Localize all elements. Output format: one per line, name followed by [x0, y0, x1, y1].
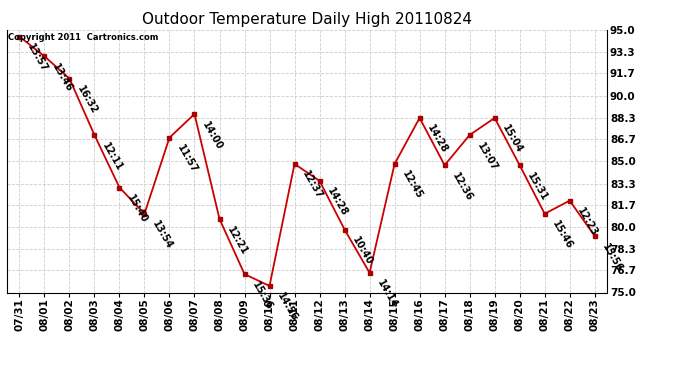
- Text: 14:28: 14:28: [325, 186, 349, 219]
- Text: 14:00: 14:00: [200, 120, 224, 152]
- Text: 12:37: 12:37: [300, 170, 324, 201]
- Text: Copyright 2011  Cartronics.com: Copyright 2011 Cartronics.com: [8, 33, 158, 42]
- Text: 15:04: 15:04: [500, 123, 524, 155]
- Text: 13:46: 13:46: [50, 62, 74, 94]
- Text: 15:31: 15:31: [525, 171, 549, 202]
- Text: 12:11: 12:11: [100, 141, 124, 172]
- Text: 13:07: 13:07: [475, 141, 500, 172]
- Text: 15:56: 15:56: [600, 242, 624, 273]
- Text: 15:36: 15:36: [250, 280, 274, 312]
- Text: 16:32: 16:32: [75, 84, 99, 116]
- Text: 12:21: 12:21: [225, 225, 249, 256]
- Text: 14:14: 14:14: [375, 278, 400, 310]
- Text: 15:46: 15:46: [550, 219, 574, 251]
- Text: 13:57: 13:57: [25, 42, 49, 74]
- Text: 15:40: 15:40: [125, 193, 149, 225]
- Text: 10:40: 10:40: [350, 235, 374, 267]
- Text: 12:45: 12:45: [400, 170, 424, 201]
- Text: 11:57: 11:57: [175, 143, 199, 175]
- Title: Outdoor Temperature Daily High 20110824: Outdoor Temperature Daily High 20110824: [142, 12, 472, 27]
- Text: 14:56: 14:56: [275, 291, 299, 323]
- Text: 12:23: 12:23: [575, 206, 600, 238]
- Text: 13:54: 13:54: [150, 219, 174, 251]
- Text: 12:36: 12:36: [450, 171, 474, 202]
- Text: 14:28: 14:28: [425, 123, 449, 156]
